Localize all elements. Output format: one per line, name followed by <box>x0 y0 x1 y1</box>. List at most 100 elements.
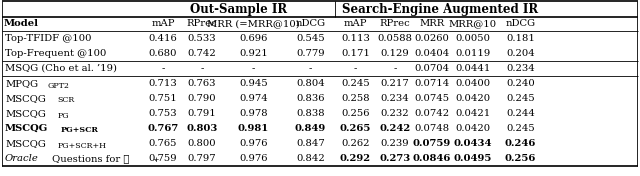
Text: 0.742: 0.742 <box>188 49 216 58</box>
Text: 0.171: 0.171 <box>341 49 370 58</box>
Text: mAP: mAP <box>151 20 175 29</box>
Text: 0.779: 0.779 <box>296 49 325 58</box>
Text: 0.113: 0.113 <box>341 34 370 43</box>
Text: -: - <box>354 64 357 73</box>
Text: 0.273: 0.273 <box>380 154 411 163</box>
Text: Model: Model <box>4 20 39 29</box>
Text: Top-TFIDF @100: Top-TFIDF @100 <box>5 34 92 43</box>
Text: 0.978: 0.978 <box>239 109 268 118</box>
Text: 0.245: 0.245 <box>506 124 535 133</box>
Text: GPT2: GPT2 <box>48 81 70 90</box>
Text: 0.0745: 0.0745 <box>415 94 449 103</box>
Text: 0.244: 0.244 <box>506 109 535 118</box>
Text: 0.981: 0.981 <box>238 124 269 133</box>
Text: 0.0704: 0.0704 <box>415 64 449 73</box>
Text: 0.763: 0.763 <box>188 79 216 88</box>
Text: -: - <box>309 64 312 73</box>
Text: 0.753: 0.753 <box>148 109 177 118</box>
Text: 0.849: 0.849 <box>295 124 326 133</box>
Text: 0.246: 0.246 <box>505 139 536 148</box>
Text: -: - <box>252 64 255 73</box>
Text: 0.751: 0.751 <box>148 94 177 103</box>
Text: 0.791: 0.791 <box>188 109 216 118</box>
Text: 0.0400: 0.0400 <box>456 79 491 88</box>
Text: 0.847: 0.847 <box>296 139 325 148</box>
Text: 0.0441: 0.0441 <box>455 64 491 73</box>
Text: RPrec: RPrec <box>380 20 410 29</box>
Text: 0.0434: 0.0434 <box>454 139 492 148</box>
Text: 0.759: 0.759 <box>148 154 177 163</box>
Text: 0.0420: 0.0420 <box>456 94 491 103</box>
Text: MPQG: MPQG <box>5 79 38 88</box>
Text: 0.790: 0.790 <box>188 94 216 103</box>
Text: 0.804: 0.804 <box>296 79 325 88</box>
Text: mAP: mAP <box>344 20 367 29</box>
Text: -: - <box>394 64 397 73</box>
Text: 0.0714: 0.0714 <box>414 79 450 88</box>
Text: 0.181: 0.181 <box>506 34 535 43</box>
Text: Search-Engine Augmented IR: Search-Engine Augmented IR <box>342 2 538 15</box>
Text: 0.0495: 0.0495 <box>454 154 492 163</box>
Text: 0.713: 0.713 <box>148 79 177 88</box>
Text: 0.265: 0.265 <box>340 124 371 133</box>
Text: Top-Frequent @100: Top-Frequent @100 <box>5 49 106 58</box>
Text: 0.234: 0.234 <box>506 64 535 73</box>
Text: 0.0588: 0.0588 <box>378 34 413 43</box>
Text: MSCQG: MSCQG <box>5 94 46 103</box>
Text: 0.545: 0.545 <box>296 34 325 43</box>
Text: 0.0420: 0.0420 <box>456 124 491 133</box>
Text: 0.836: 0.836 <box>296 94 324 103</box>
Text: 0.239: 0.239 <box>381 139 410 148</box>
Text: 0.0260: 0.0260 <box>415 34 449 43</box>
Text: 0.258: 0.258 <box>341 94 370 103</box>
Text: 0.0742: 0.0742 <box>415 109 449 118</box>
Text: 0.976: 0.976 <box>239 154 268 163</box>
Text: Oracle: Oracle <box>5 154 39 163</box>
Text: MSCQG: MSCQG <box>5 124 48 133</box>
Text: MRR@10: MRR@10 <box>449 20 497 29</box>
Text: 0.232: 0.232 <box>381 109 410 118</box>
Text: 0.204: 0.204 <box>506 49 535 58</box>
Text: 0.0759: 0.0759 <box>413 139 451 148</box>
Text: PG+SCR+H: PG+SCR+H <box>58 142 107 149</box>
Text: 0.0748: 0.0748 <box>415 124 449 133</box>
Text: 0.696: 0.696 <box>239 34 268 43</box>
Text: 0.803: 0.803 <box>186 124 218 133</box>
Text: 0.976: 0.976 <box>239 139 268 148</box>
Text: MSCQG: MSCQG <box>5 139 46 148</box>
Text: 0.292: 0.292 <box>340 154 371 163</box>
Text: 0.0404: 0.0404 <box>414 49 450 58</box>
Text: 0.797: 0.797 <box>188 154 216 163</box>
Text: 0.800: 0.800 <box>188 139 216 148</box>
Text: 0.242: 0.242 <box>380 124 411 133</box>
Text: Questions for 픇: Questions for 픇 <box>49 154 129 163</box>
Text: 0.765: 0.765 <box>148 139 177 148</box>
Text: 0.0050: 0.0050 <box>456 34 490 43</box>
Text: 0.234: 0.234 <box>381 94 410 103</box>
Text: PG+SCR: PG+SCR <box>61 127 99 134</box>
Text: PG: PG <box>58 112 69 120</box>
Text: MRR (=MRR@10): MRR (=MRR@10) <box>207 20 300 29</box>
Text: 0.217: 0.217 <box>381 79 410 88</box>
Text: 0.0846: 0.0846 <box>413 154 451 163</box>
Text: 0.129: 0.129 <box>381 49 410 58</box>
Text: 0.921: 0.921 <box>239 49 268 58</box>
Text: 0.974: 0.974 <box>239 94 268 103</box>
Text: 0.838: 0.838 <box>296 109 325 118</box>
Text: 0.416: 0.416 <box>148 34 177 43</box>
Text: MSQG (Cho et al. ’19): MSQG (Cho et al. ’19) <box>5 64 117 73</box>
Text: 0.0421: 0.0421 <box>456 109 491 118</box>
Text: -: - <box>200 64 204 73</box>
Text: 0.245: 0.245 <box>341 79 370 88</box>
Text: -: - <box>161 64 164 73</box>
Text: nDCG: nDCG <box>296 20 326 29</box>
Text: 0.680: 0.680 <box>148 49 177 58</box>
Text: 0.533: 0.533 <box>188 34 216 43</box>
Text: 0.0119: 0.0119 <box>456 49 491 58</box>
Text: 0.262: 0.262 <box>341 139 370 148</box>
Text: 0.767: 0.767 <box>147 124 179 133</box>
Text: SCR: SCR <box>58 96 75 105</box>
Text: nDCG: nDCG <box>506 20 536 29</box>
Text: 0.256: 0.256 <box>341 109 370 118</box>
Text: 0.842: 0.842 <box>296 154 325 163</box>
